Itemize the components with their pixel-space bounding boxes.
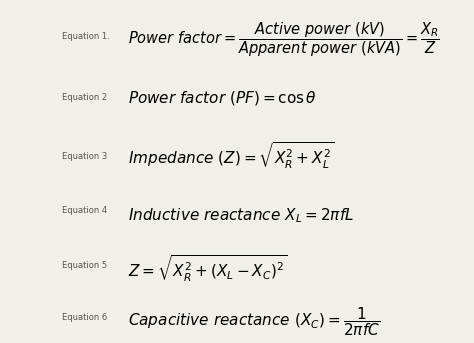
Text: $\mathit{Power\ factor} = \dfrac{\mathit{Active\ power\ (kV)}}{\mathit{Apparent\: $\mathit{Power\ factor} = \dfrac{\mathit…	[128, 20, 440, 59]
Text: Equation 2: Equation 2	[62, 93, 107, 102]
Text: Equation 4: Equation 4	[62, 206, 107, 215]
Text: $\mathit{Power\ factor\ (PF)} = \cos\theta$: $\mathit{Power\ factor\ (PF)} = \cos\the…	[128, 89, 317, 107]
Text: Equation 1.: Equation 1.	[62, 32, 109, 40]
Text: Equation 5: Equation 5	[62, 261, 107, 270]
Text: $\mathit{Impedance\ (Z)} = \sqrt{X_R^2 + X_L^2}$: $\mathit{Impedance\ (Z)} = \sqrt{X_R^2 +…	[128, 141, 335, 171]
Text: $\mathit{Inductive\ reactance\ }X_L = 2\pi f L$: $\mathit{Inductive\ reactance\ }X_L = 2\…	[128, 207, 354, 225]
Text: $\mathit{Capacitive\ reactance\ }(X_C) = \dfrac{1}{2\pi f C}$: $\mathit{Capacitive\ reactance\ }(X_C) =…	[128, 305, 380, 338]
Text: $Z = \sqrt{X_R^2 + (X_L - X_C)^2}$: $Z = \sqrt{X_R^2 + (X_L - X_C)^2}$	[128, 254, 287, 284]
Text: Equation 6: Equation 6	[62, 314, 107, 322]
Text: Equation 3: Equation 3	[62, 152, 107, 161]
